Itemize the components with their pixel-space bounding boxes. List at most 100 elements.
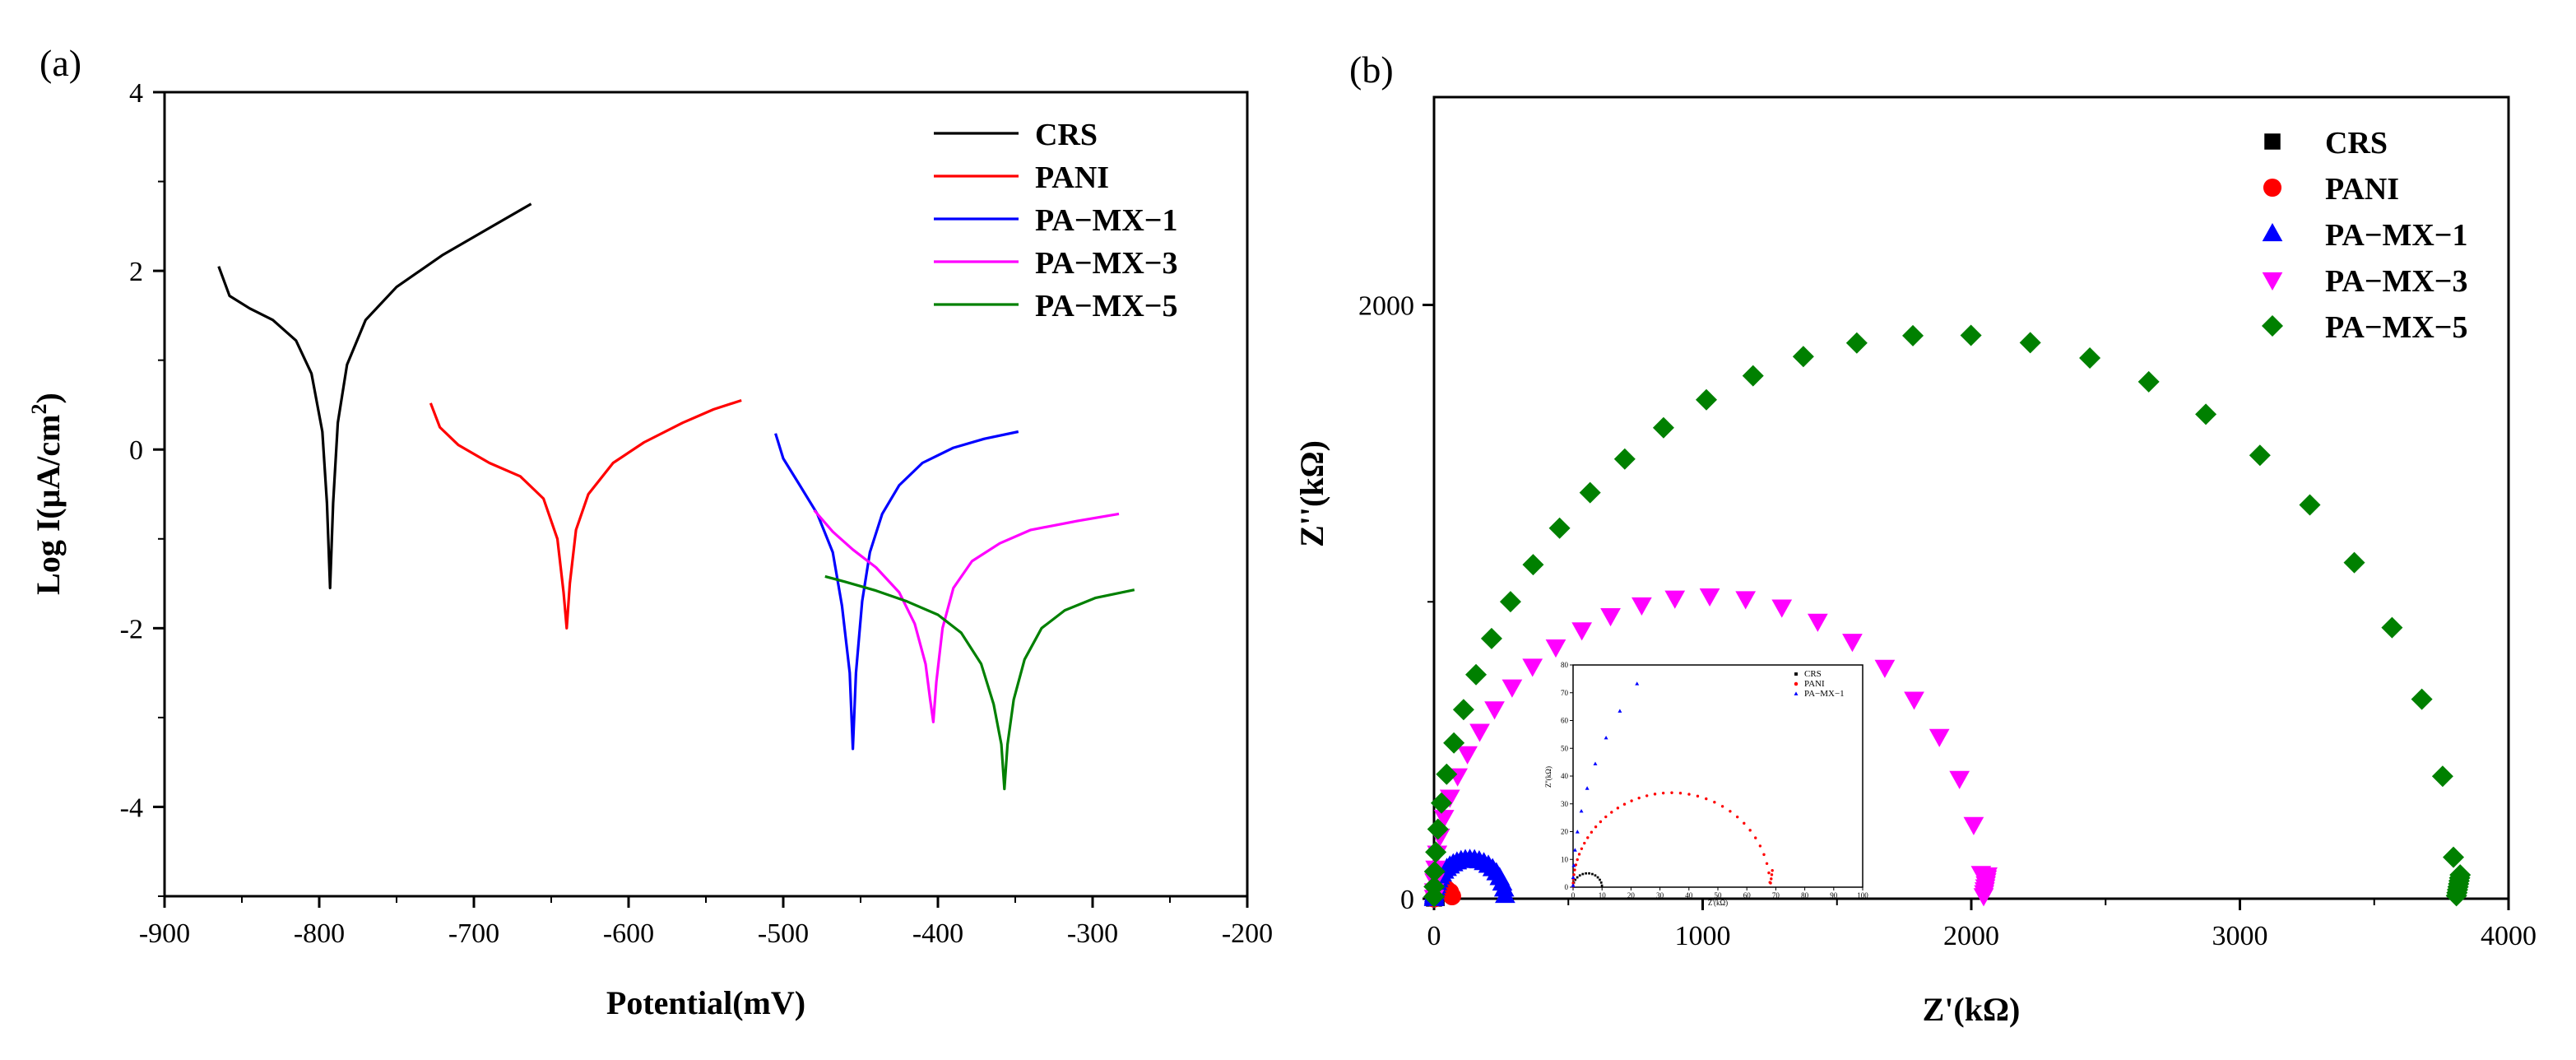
inset-legend-label-pani: PANI [1804, 679, 1825, 689]
inset-point-pani [1590, 830, 1594, 834]
inset-y-tick-label: 20 [1561, 828, 1569, 836]
inset-y-tick-label: 70 [1561, 689, 1569, 697]
panel-b-x-tick-label: 4000 [2481, 921, 2537, 951]
panel-a-y-tick-label: 2 [129, 257, 143, 287]
panel-b-point-pa-mx-5 [2019, 332, 2041, 354]
panel-a-series [217, 202, 1135, 791]
panel-b-point-pa-mx-5 [2443, 846, 2465, 868]
panel-b-point-pa-mx-5 [1436, 763, 1458, 785]
inset-point-pani [1580, 847, 1584, 850]
inset-point-pa-mx-1 [1571, 875, 1576, 880]
panel-b-point-pa-mx-5 [1465, 663, 1488, 686]
inset-ticks: 0 10 20 30 40 50 60 70 80 90 100 0 10 20 30 40 50 60 70 80 [1561, 661, 1868, 900]
panel-b-point-pa-mx-3 [1439, 789, 1460, 808]
panel-b-point-pa-mx-5 [1480, 627, 1502, 649]
inset-legend-label-crs: CRS [1804, 669, 1822, 679]
panel-a-y-tick-label: 0 [129, 435, 143, 466]
inset-y-tick-label: 80 [1561, 661, 1569, 669]
inset-point-pani [1767, 871, 1771, 875]
panel-a-legend-label-pa-mx-1: PA−MX−1 [1035, 203, 1177, 238]
panel-b-point-pa-mx-3 [1735, 591, 1757, 610]
inset-legend-marker-pa-mx-1 [1794, 691, 1799, 695]
inset-point-crs [1596, 876, 1599, 879]
panel-a-curve-pa-mx-3 [813, 509, 1120, 723]
inset-point-pani [1770, 873, 1774, 876]
inset-x-tick-label: 60 [1743, 891, 1752, 900]
inset-point-pani [1687, 793, 1691, 796]
panel-b-point-pa-mx-5 [1652, 416, 1674, 439]
panel-b-legend-marker-pani [2263, 178, 2282, 198]
panel-b-point-pa-mx-5 [2137, 370, 2160, 393]
inset-point-pani [1743, 821, 1746, 825]
panel-a-curve-crs [217, 202, 532, 590]
panel-a-x-tick-label: -200 [1222, 918, 1273, 949]
panel-a-x-tick-label: -500 [758, 918, 809, 949]
inset-y-tick-label: 0 [1565, 883, 1569, 891]
panel-a-x-tick-label: -600 [603, 918, 654, 949]
panel-a-curve-pa-mx-5 [824, 574, 1135, 791]
inset-point-pa-mx-1 [1604, 736, 1608, 740]
inset-point-pani [1729, 810, 1732, 813]
inset-point-pani [1604, 815, 1608, 819]
panel-b-point-pa-mx-5 [1613, 448, 1636, 470]
inset-y-tick-label: 10 [1561, 855, 1569, 863]
inset-point-pa-mx-1 [1575, 830, 1580, 834]
panel-b-y-tick-label: 0 [1400, 885, 1414, 915]
inset-point-pani [1572, 873, 1576, 876]
panel-b-point-pa-mx-3 [1457, 746, 1478, 765]
panel-a-y-title-main: Log I(μA/cm [30, 415, 67, 595]
panel-b-point-pa-mx-5 [1845, 332, 1868, 354]
panel-b-legend-label-crs: CRS [2325, 126, 2388, 160]
inset-point-crs [1594, 874, 1597, 877]
panel-b-point-pa-mx-5 [2449, 864, 2472, 886]
panel-b-legend-marker-pa-mx-1 [2262, 223, 2283, 242]
inset-point-pa-mx-1 [1571, 863, 1576, 867]
inset-point-pani [1594, 825, 1598, 829]
inset-point-crs [1581, 872, 1585, 876]
inset-point-pani [1616, 807, 1620, 810]
inset-point-pa-mx-1 [1635, 681, 1640, 686]
inset-x-tick-label: 20 [1627, 891, 1636, 900]
inset-point-pani [1574, 863, 1578, 867]
panel-b-point-pa-mx-3 [1977, 867, 1998, 886]
panel-a-y-tick-label: -4 [120, 793, 143, 823]
panel-a-legend-label-crs: CRS [1035, 118, 1098, 152]
inset-point-pani [1771, 869, 1774, 872]
inset-point-pani [1622, 802, 1627, 806]
panel-b-legend-label-pani: PANI [2325, 172, 2399, 207]
panel-b-point-pa-mx-5 [2079, 347, 2101, 370]
panel-a-x-tick-label: -300 [1067, 918, 1118, 949]
panel-b-point-pa-mx-3 [1842, 634, 1863, 653]
inset-point-pani [1735, 815, 1739, 819]
panel-b-point-pa-mx-3 [1600, 608, 1621, 627]
panel-b-legend-label-pa-mx-1: PA−MX−1 [2325, 218, 2467, 253]
panel-b-point-pa-mx-3 [1664, 590, 1686, 609]
inset-point-pa-mx-1 [1593, 761, 1598, 765]
panel-b-point-pa-mx-5 [1792, 346, 1814, 368]
inset-point-crs [1585, 872, 1587, 875]
inset-point-pani [1758, 844, 1762, 848]
inset-point-pani [1678, 792, 1683, 795]
panel-b-point-pa-mx-5 [2343, 551, 2365, 574]
inset-point-pani [1583, 841, 1586, 845]
inset-point-pani [1670, 791, 1673, 794]
panel-b-point-pa-mx-5 [1443, 732, 1465, 754]
inset-point-pani [1696, 794, 1700, 798]
panel-b-point-pa-mx-5 [1902, 324, 1924, 346]
panel-b-point-pani [1442, 886, 1461, 906]
inset-point-pani [1645, 794, 1649, 797]
inset-point-pani [1577, 853, 1581, 856]
panel-b-y-tick-label: 2000 [1358, 291, 1414, 322]
panel-b-x-axis-title: Z'(kΩ) [1923, 991, 2021, 1028]
panel-b-x-tick-label: 2000 [1943, 921, 1999, 951]
panel-b-point-pa-mx-5 [2411, 688, 2433, 710]
inset-point-crs [1599, 878, 1601, 881]
panel-a-legend-label-pa-mx-5: PA−MX−5 [1035, 289, 1177, 323]
inset-point-pani [1586, 836, 1590, 839]
inset-y-tick-label: 40 [1561, 772, 1569, 780]
inset-legend-marker-crs [1794, 672, 1798, 676]
inset-y-axis-title: Z''(kΩ) [1544, 766, 1553, 788]
inset-point-pani [1713, 801, 1716, 804]
inset-x-tick-label: 90 [1830, 891, 1838, 900]
